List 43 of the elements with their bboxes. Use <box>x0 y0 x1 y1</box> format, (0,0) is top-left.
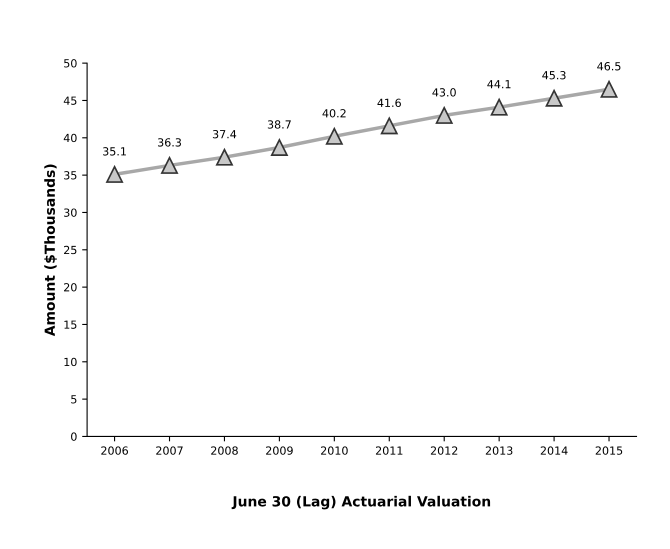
text: 41.6 <box>377 98 401 108</box>
x-tick-label: 2010 <box>321 446 348 455</box>
y-tick-label: 50 <box>64 59 77 68</box>
text: 36.3 <box>158 138 181 147</box>
y-tick-label: 0 <box>71 432 77 441</box>
point <box>436 106 453 124</box>
point <box>106 166 124 183</box>
y-tick-label: 10 <box>64 358 77 366</box>
x-tick-label: 2008 <box>211 446 238 455</box>
y-tick-label: 30 <box>64 208 77 217</box>
point <box>216 148 233 166</box>
y-tick-label: 45 <box>64 96 76 105</box>
text: 38.7 <box>268 120 291 129</box>
point <box>161 156 178 174</box>
y-tick-label: 20 <box>64 283 77 292</box>
y-tick-label: 5 <box>71 395 76 404</box>
x-tick-label: 2014 <box>540 446 568 455</box>
y-tick-label: 25 <box>64 246 76 254</box>
y-tick-label: 35 <box>64 171 76 180</box>
text: 35.1 <box>103 147 126 156</box>
text: 37.4 <box>212 130 236 138</box>
x-tick-label: 2013 <box>486 446 512 455</box>
y-tick-label: 40 <box>64 134 77 142</box>
text: 46.5 <box>597 62 620 70</box>
text: 43.0 <box>432 88 456 97</box>
point <box>546 90 563 107</box>
point <box>326 128 343 145</box>
x-tick-label: 2011 <box>376 446 402 455</box>
y-axis-title: Amount ($Thousands) <box>44 164 57 336</box>
x-tick-label: 2006 <box>101 446 128 455</box>
text: 44.1 <box>487 80 510 88</box>
point <box>490 98 508 116</box>
x-tick-label: 2015 <box>596 446 622 455</box>
x-axis-title: June 30 (Lag) Actuarial Valuation <box>232 496 490 510</box>
text: 45.3 <box>542 71 566 80</box>
x-tick-label: 2007 <box>156 446 183 455</box>
point <box>380 117 398 134</box>
point <box>600 80 618 98</box>
y-tick-label: 15 <box>64 320 76 329</box>
x-tick-label: 2012 <box>430 446 458 455</box>
text: 40.2 <box>322 109 346 118</box>
point <box>270 139 288 156</box>
x-tick-label: 2009 <box>266 446 293 455</box>
